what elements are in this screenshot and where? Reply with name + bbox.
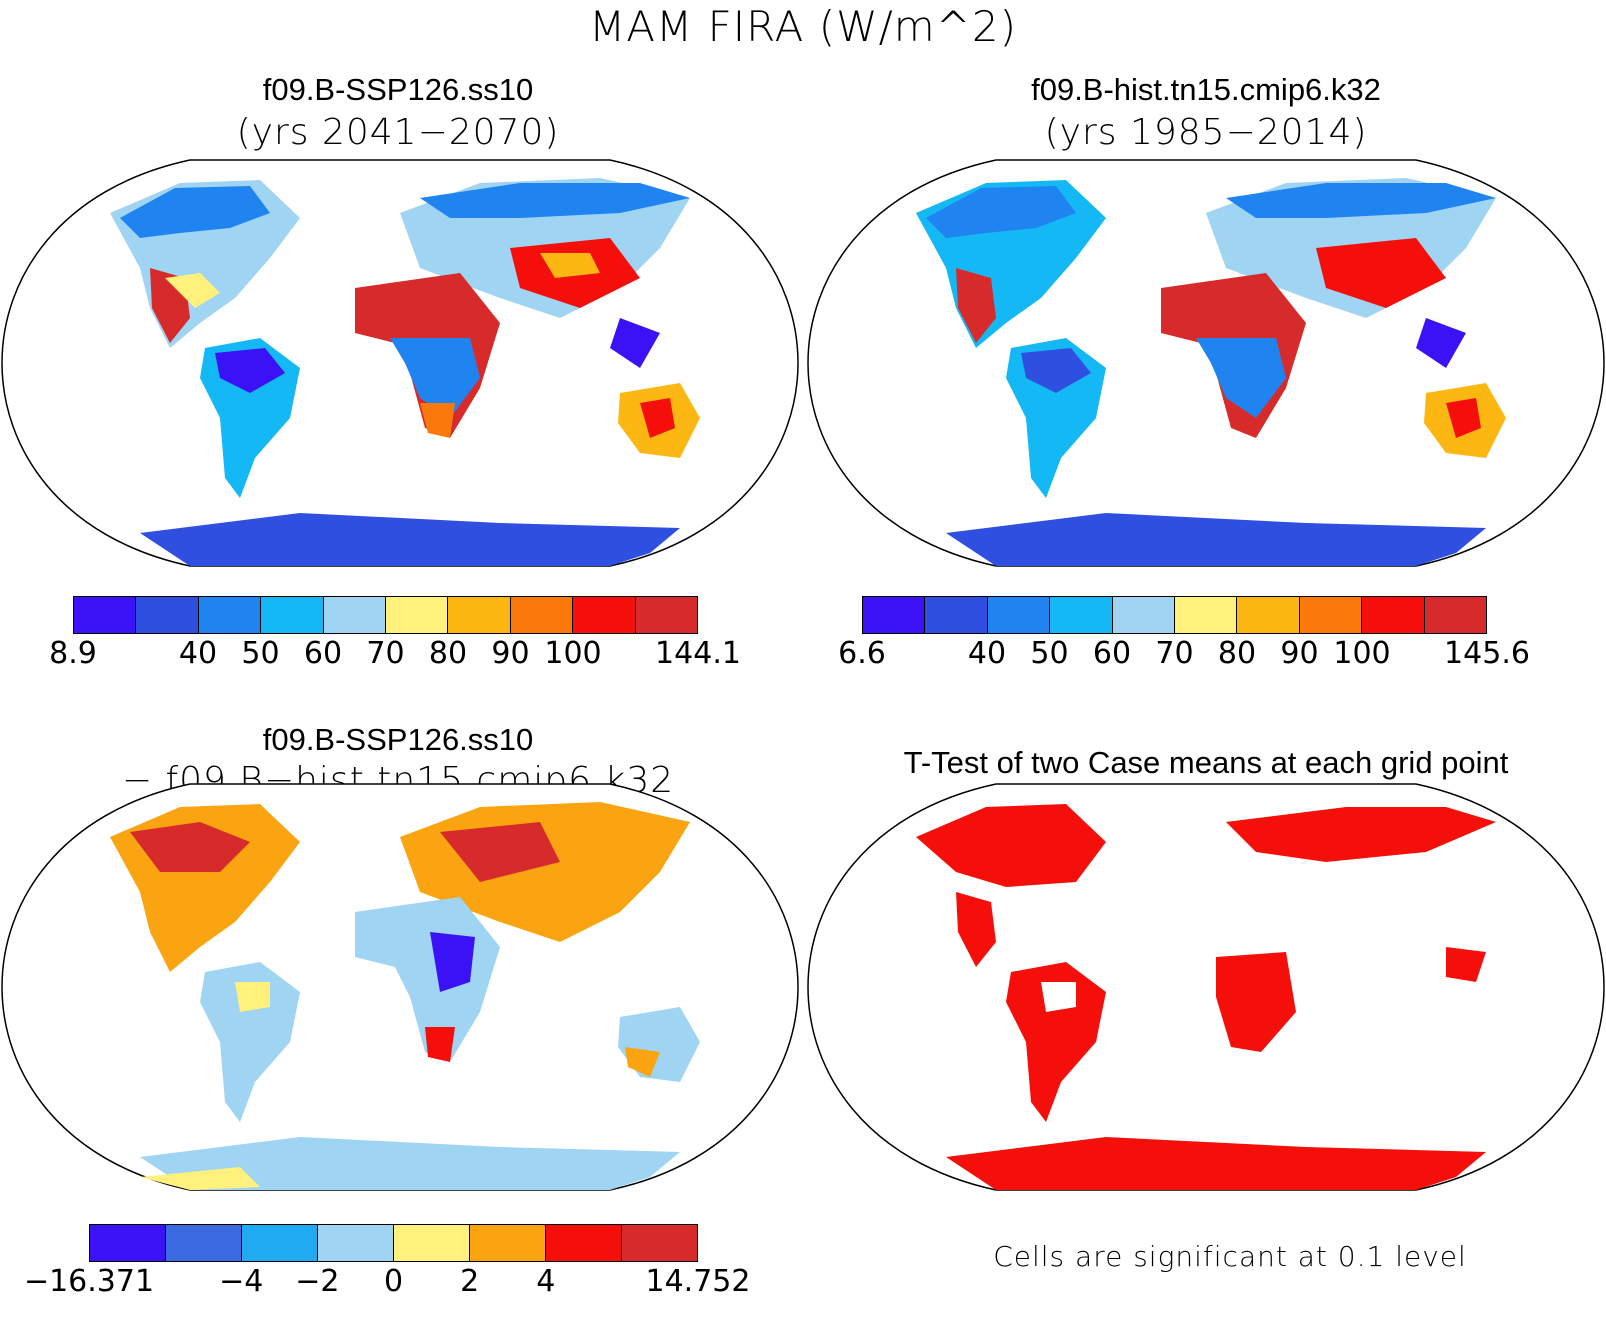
colorbar-swatch [1050, 597, 1113, 633]
colorbar-tick-label: 144.1 [655, 636, 741, 671]
colorbar-swatch [546, 1225, 622, 1261]
colorbar-swatch [448, 597, 511, 633]
panel1-subtitle: (yrs 2041−2070) [236, 112, 560, 153]
colorbar-tick-label: 145.6 [1444, 636, 1530, 671]
colorbar-tick-label: 50 [241, 636, 280, 671]
colorbar-swatch [987, 597, 1051, 633]
colorbar-tick-label: 40 [967, 636, 1007, 671]
colorbar-swatch [386, 597, 449, 633]
panel3-title: f09.B-SSP126.ss10 [262, 722, 534, 757]
colorbar-tick-label: 60 [1092, 636, 1132, 671]
map-panel-case2 [807, 159, 1605, 567]
colorbar-tick-label: 80 [428, 636, 468, 671]
colorbar-tick-label: 50 [1030, 636, 1069, 671]
colorbar-swatch [635, 597, 698, 633]
colorbar-swatch [573, 597, 636, 633]
colorbar-tick-label: 90 [1280, 636, 1319, 671]
colorbar-swatch [261, 597, 324, 633]
panel4-title: T-Test of two Case means at each grid po… [903, 745, 1509, 780]
colorbar-swatch [394, 1225, 470, 1261]
colorbar-swatch [242, 1225, 318, 1261]
colorbar-tick-label: −16.371 [23, 1264, 155, 1299]
colorbar-tick-label: 4 [536, 1264, 556, 1299]
colorbar-tick-label: 70 [366, 636, 405, 671]
colorbar-swatch [166, 1225, 242, 1261]
colorbar-tick-label: 80 [1217, 636, 1257, 671]
map-panel-case1 [1, 159, 799, 567]
colorbar-tick-label: 40 [178, 636, 218, 671]
colorbar-tick-label: −2 [295, 1264, 340, 1299]
antarctica-region [140, 513, 680, 566]
colorbar-swatch [1237, 597, 1300, 633]
colorbar-swatch [198, 597, 262, 633]
colorbar-tick-label: 90 [491, 636, 530, 671]
colorbar-swatch [863, 597, 926, 633]
colorbar-swatch [1112, 597, 1176, 633]
panel2-subtitle: (yrs 1985−2014) [1044, 112, 1368, 153]
colorbar-difference [89, 1224, 698, 1262]
colorbar-tick-label: 2 [460, 1264, 480, 1299]
colorbar-tick-label: 100 [544, 636, 602, 671]
colorbar-tick-label: 6.6 [838, 636, 886, 671]
ttest-footnote: Cells are significant at 0.1 level [993, 1240, 1467, 1273]
map-panel-ttest [807, 783, 1605, 1191]
colorbar-tick-label: −4 [219, 1264, 264, 1299]
main-title: MAM FIRA (W/m^2) [589, 2, 1017, 51]
colorbar-tick-label: 0 [383, 1264, 404, 1299]
colorbar-swatch [74, 597, 137, 633]
colorbar-swatch [323, 597, 387, 633]
colorbar-tick-label: 70 [1155, 636, 1194, 671]
colorbar-tick-label: 14.752 [645, 1264, 751, 1299]
colorbar-swatch [136, 597, 199, 633]
colorbar-swatch [90, 1225, 166, 1261]
colorbar-case1 [73, 596, 698, 634]
colorbar-swatch [1362, 597, 1425, 633]
map-panel-difference [1, 783, 799, 1191]
colorbar-tick-label: 60 [303, 636, 343, 671]
colorbar-swatch [510, 597, 574, 633]
colorbar-swatch [1424, 597, 1487, 633]
colorbar-swatch [470, 1225, 546, 1261]
panel1-title: f09.B-SSP126.ss10 [262, 72, 534, 107]
colorbar-tick-label: 100 [1333, 636, 1391, 671]
colorbar-swatch [1299, 597, 1363, 633]
colorbar-swatch [925, 597, 988, 633]
colorbar-swatch [622, 1225, 697, 1261]
panel2-title: f09.B-hist.tn15.cmip6.k32 [1031, 72, 1381, 107]
colorbar-tick-label: 8.9 [49, 636, 97, 671]
colorbar-case2 [862, 596, 1487, 634]
colorbar-swatch [1175, 597, 1238, 633]
colorbar-swatch [318, 1225, 394, 1261]
